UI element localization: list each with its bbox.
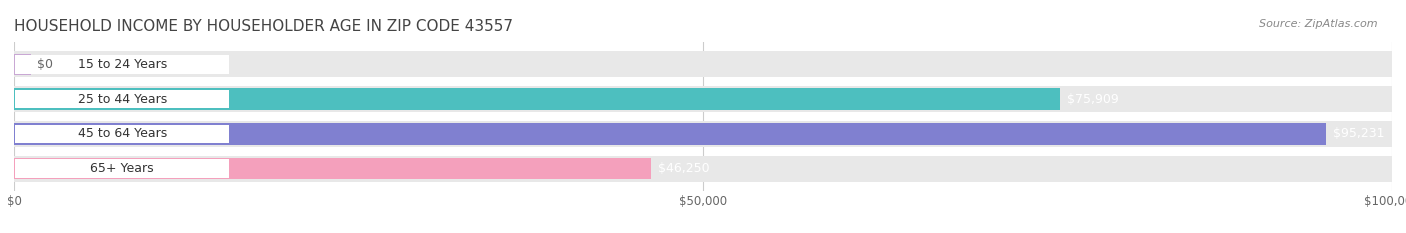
- Bar: [14, 155, 1392, 182]
- Bar: [15, 55, 229, 74]
- Text: 45 to 64 Years: 45 to 64 Years: [77, 127, 167, 140]
- Text: $46,250: $46,250: [658, 162, 710, 175]
- Text: $95,231: $95,231: [1333, 127, 1385, 140]
- Bar: [14, 86, 1392, 112]
- Text: $75,909: $75,909: [1067, 93, 1119, 106]
- Text: 25 to 44 Years: 25 to 44 Years: [77, 93, 167, 106]
- Bar: [15, 159, 229, 178]
- Text: Source: ZipAtlas.com: Source: ZipAtlas.com: [1260, 19, 1378, 29]
- Bar: [14, 51, 1392, 78]
- Bar: [14, 121, 1392, 147]
- Bar: [14, 88, 1060, 110]
- Text: $0: $0: [38, 58, 53, 71]
- Text: 15 to 24 Years: 15 to 24 Years: [77, 58, 167, 71]
- Text: HOUSEHOLD INCOME BY HOUSEHOLDER AGE IN ZIP CODE 43557: HOUSEHOLD INCOME BY HOUSEHOLDER AGE IN Z…: [14, 19, 513, 34]
- Bar: [14, 123, 1326, 145]
- Bar: [14, 54, 31, 75]
- Bar: [15, 90, 229, 108]
- Text: 65+ Years: 65+ Years: [90, 162, 155, 175]
- Bar: [14, 158, 651, 179]
- Bar: [15, 125, 229, 143]
